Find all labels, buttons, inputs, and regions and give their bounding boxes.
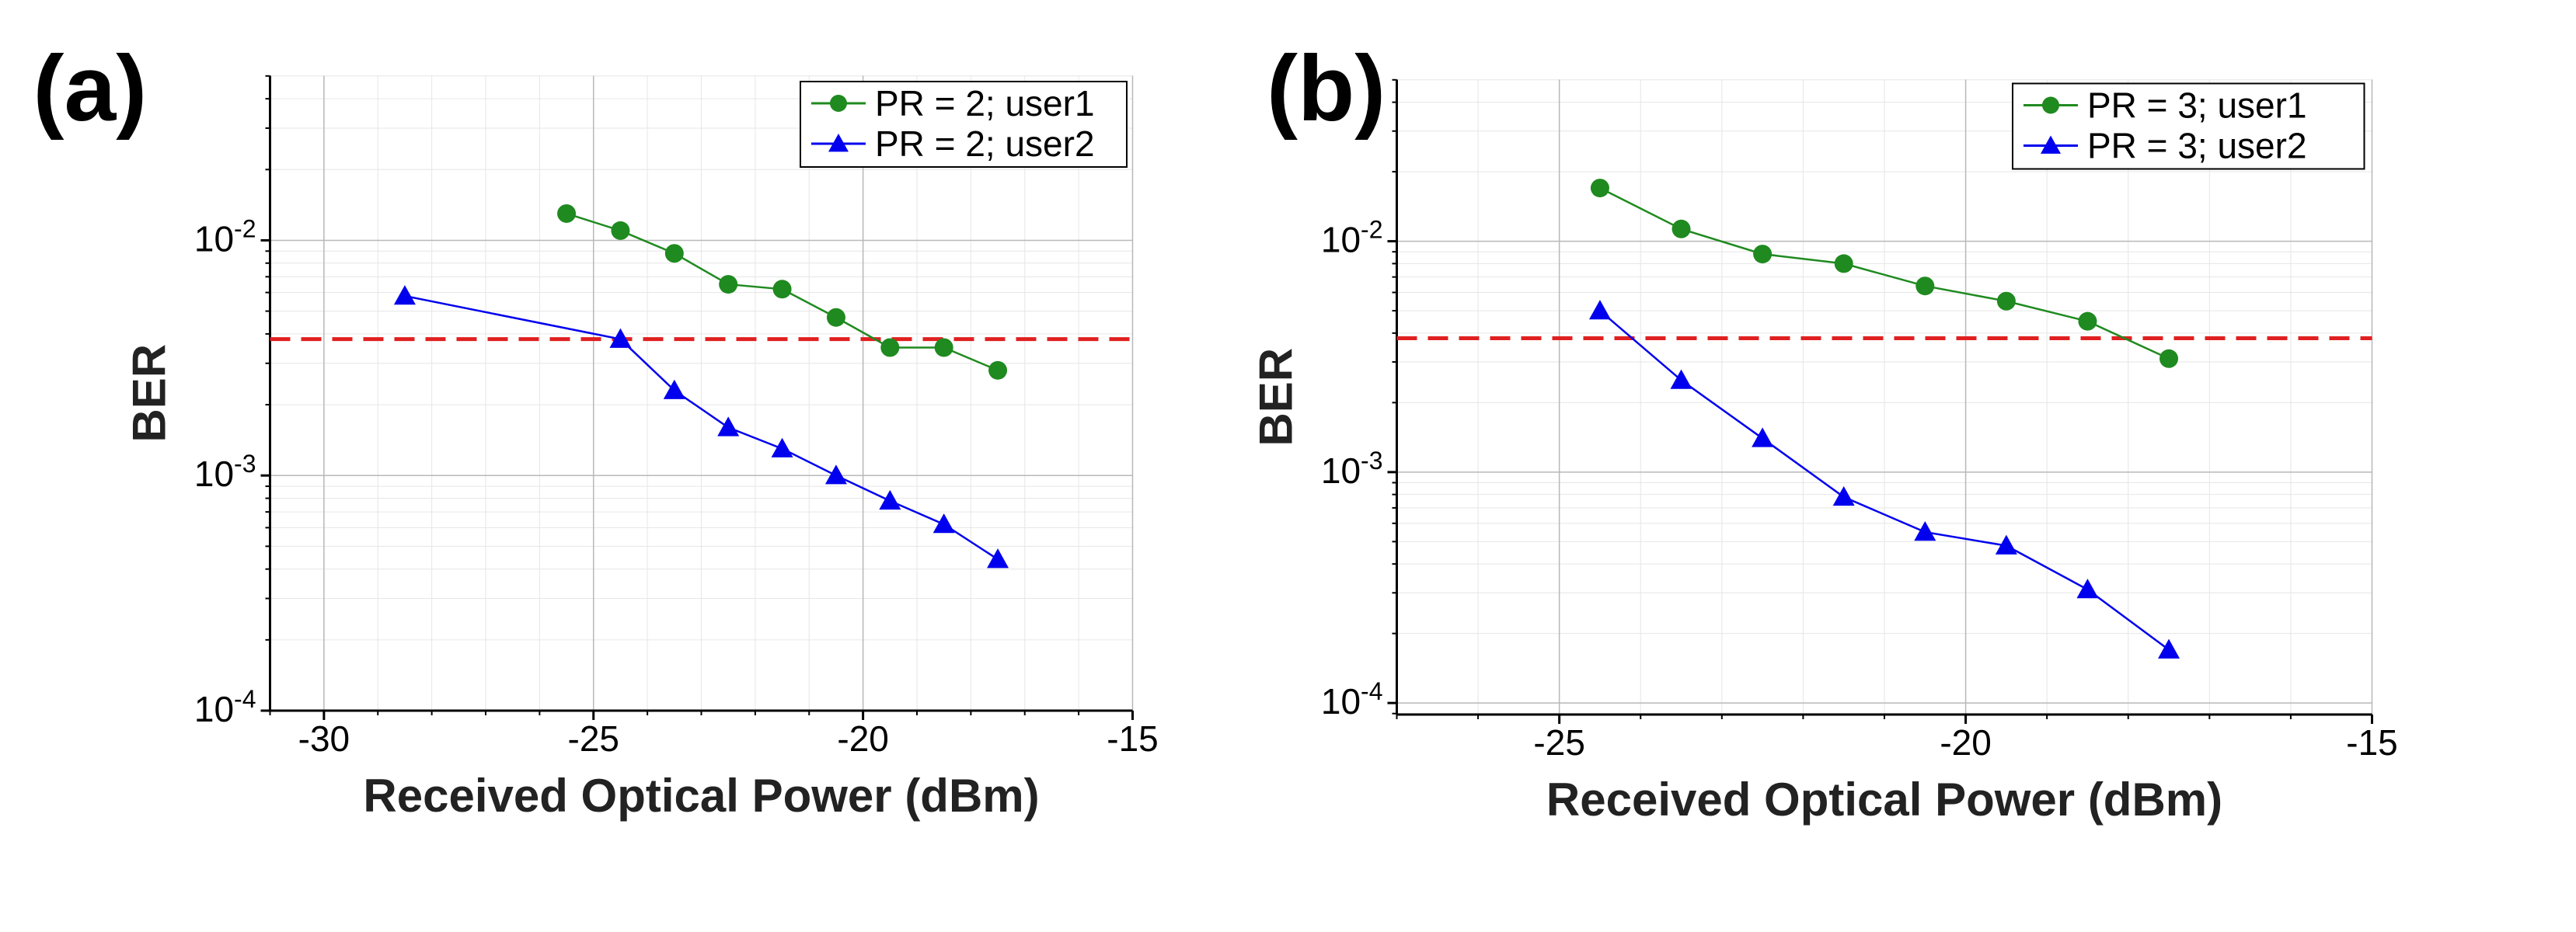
x-tick-label: -25 bbox=[568, 718, 619, 759]
data-point-user2 bbox=[2158, 638, 2180, 659]
series-line-1 bbox=[1599, 186, 2170, 360]
y-axis-title: BER bbox=[1250, 348, 1302, 447]
y-tick-base: 10 bbox=[194, 689, 234, 729]
legend-label-2: PR = 2; user2 bbox=[875, 123, 1095, 164]
y-tick-base: 10 bbox=[1321, 681, 1361, 722]
data-point-user1 bbox=[934, 338, 953, 357]
y-tick-label: 10-2 bbox=[1321, 216, 1383, 260]
data-point-user1 bbox=[826, 308, 845, 327]
data-point-user1 bbox=[1671, 219, 1691, 238]
data-point-user1 bbox=[1915, 276, 1935, 296]
data-point-user2 bbox=[824, 464, 847, 485]
legend-marker-1 bbox=[830, 95, 847, 112]
data-point-user1 bbox=[2078, 311, 2097, 331]
legend-box bbox=[2012, 82, 2365, 170]
data-point-user2 bbox=[879, 489, 901, 510]
data-point-user1 bbox=[719, 275, 738, 294]
data-point-user1 bbox=[1834, 254, 1853, 273]
y-tick-label: 10-2 bbox=[194, 214, 256, 259]
x-tick-label: -20 bbox=[837, 718, 888, 759]
data-point-user1 bbox=[988, 360, 1008, 380]
y-tick-label: 10-3 bbox=[1321, 447, 1383, 491]
x-tick-label: -15 bbox=[1107, 718, 1158, 759]
data-point-user2 bbox=[663, 379, 685, 399]
y-tick-base: 10 bbox=[194, 454, 234, 494]
panel-label: (a) bbox=[33, 37, 148, 141]
y-tick-exponent: -2 bbox=[1361, 216, 1382, 244]
y-axis-title: BER bbox=[124, 344, 176, 443]
x-axis-title: Received Optical Power (dBm) bbox=[1546, 774, 2222, 826]
data-point-user2 bbox=[2076, 579, 2099, 599]
y-tick-base: 10 bbox=[1321, 220, 1361, 260]
x-tick-label: -25 bbox=[1533, 722, 1584, 763]
y-tick-base: 10 bbox=[194, 218, 234, 259]
data-point-user2 bbox=[717, 416, 740, 436]
data-point-user2 bbox=[1752, 427, 1774, 447]
data-point-user2 bbox=[771, 437, 793, 457]
y-tick-label: 10-4 bbox=[1321, 677, 1383, 722]
data-point-user1 bbox=[557, 203, 577, 223]
data-point-user2 bbox=[1670, 369, 1692, 389]
y-tick-exponent: -4 bbox=[1361, 677, 1382, 705]
legend-marker-2 bbox=[2041, 135, 2061, 154]
data-point-user2 bbox=[1914, 521, 1936, 541]
data-point-user1 bbox=[880, 338, 900, 357]
x-tick-label: -20 bbox=[1940, 722, 1991, 763]
data-point-user2 bbox=[1995, 534, 2017, 555]
legend-marker-2 bbox=[828, 134, 849, 152]
y-tick-label: 10-4 bbox=[194, 685, 256, 729]
legend-label-1: PR = 2; user1 bbox=[875, 83, 1095, 123]
data-point-user1 bbox=[1590, 179, 1609, 198]
y-tick-exponent: -2 bbox=[234, 214, 256, 242]
x-tick-label: -15 bbox=[2346, 722, 2397, 763]
data-point-user1 bbox=[2159, 349, 2179, 368]
data-point-user2 bbox=[393, 285, 416, 305]
data-point-user1 bbox=[611, 221, 630, 240]
data-point-user2 bbox=[987, 548, 1009, 569]
series-line-2 bbox=[1599, 310, 2170, 651]
legend-box bbox=[800, 81, 1128, 168]
y-tick-label: 10-3 bbox=[194, 450, 256, 494]
y-tick-exponent: -3 bbox=[234, 450, 256, 478]
data-point-user2 bbox=[1832, 485, 1855, 506]
y-tick-exponent: -4 bbox=[234, 685, 256, 713]
data-point-user2 bbox=[609, 328, 632, 348]
legend-label-1: PR = 3; user1 bbox=[2087, 85, 2307, 126]
x-axis-title: Received Optical Power (dBm) bbox=[363, 770, 1039, 822]
panel-label: (b) bbox=[1267, 37, 1386, 141]
y-tick-base: 10 bbox=[1321, 450, 1361, 491]
data-point-user1 bbox=[772, 280, 792, 299]
x-tick-label: -30 bbox=[298, 718, 350, 759]
legend-marker-1 bbox=[2042, 96, 2059, 114]
data-point-user1 bbox=[664, 244, 684, 263]
data-point-user1 bbox=[1996, 291, 2016, 311]
data-point-user1 bbox=[1753, 245, 1773, 264]
y-tick-exponent: -3 bbox=[1361, 447, 1382, 475]
legend-label-2: PR = 3; user2 bbox=[2087, 126, 2307, 166]
data-point-user2 bbox=[932, 513, 955, 534]
data-point-user2 bbox=[1588, 300, 1611, 320]
